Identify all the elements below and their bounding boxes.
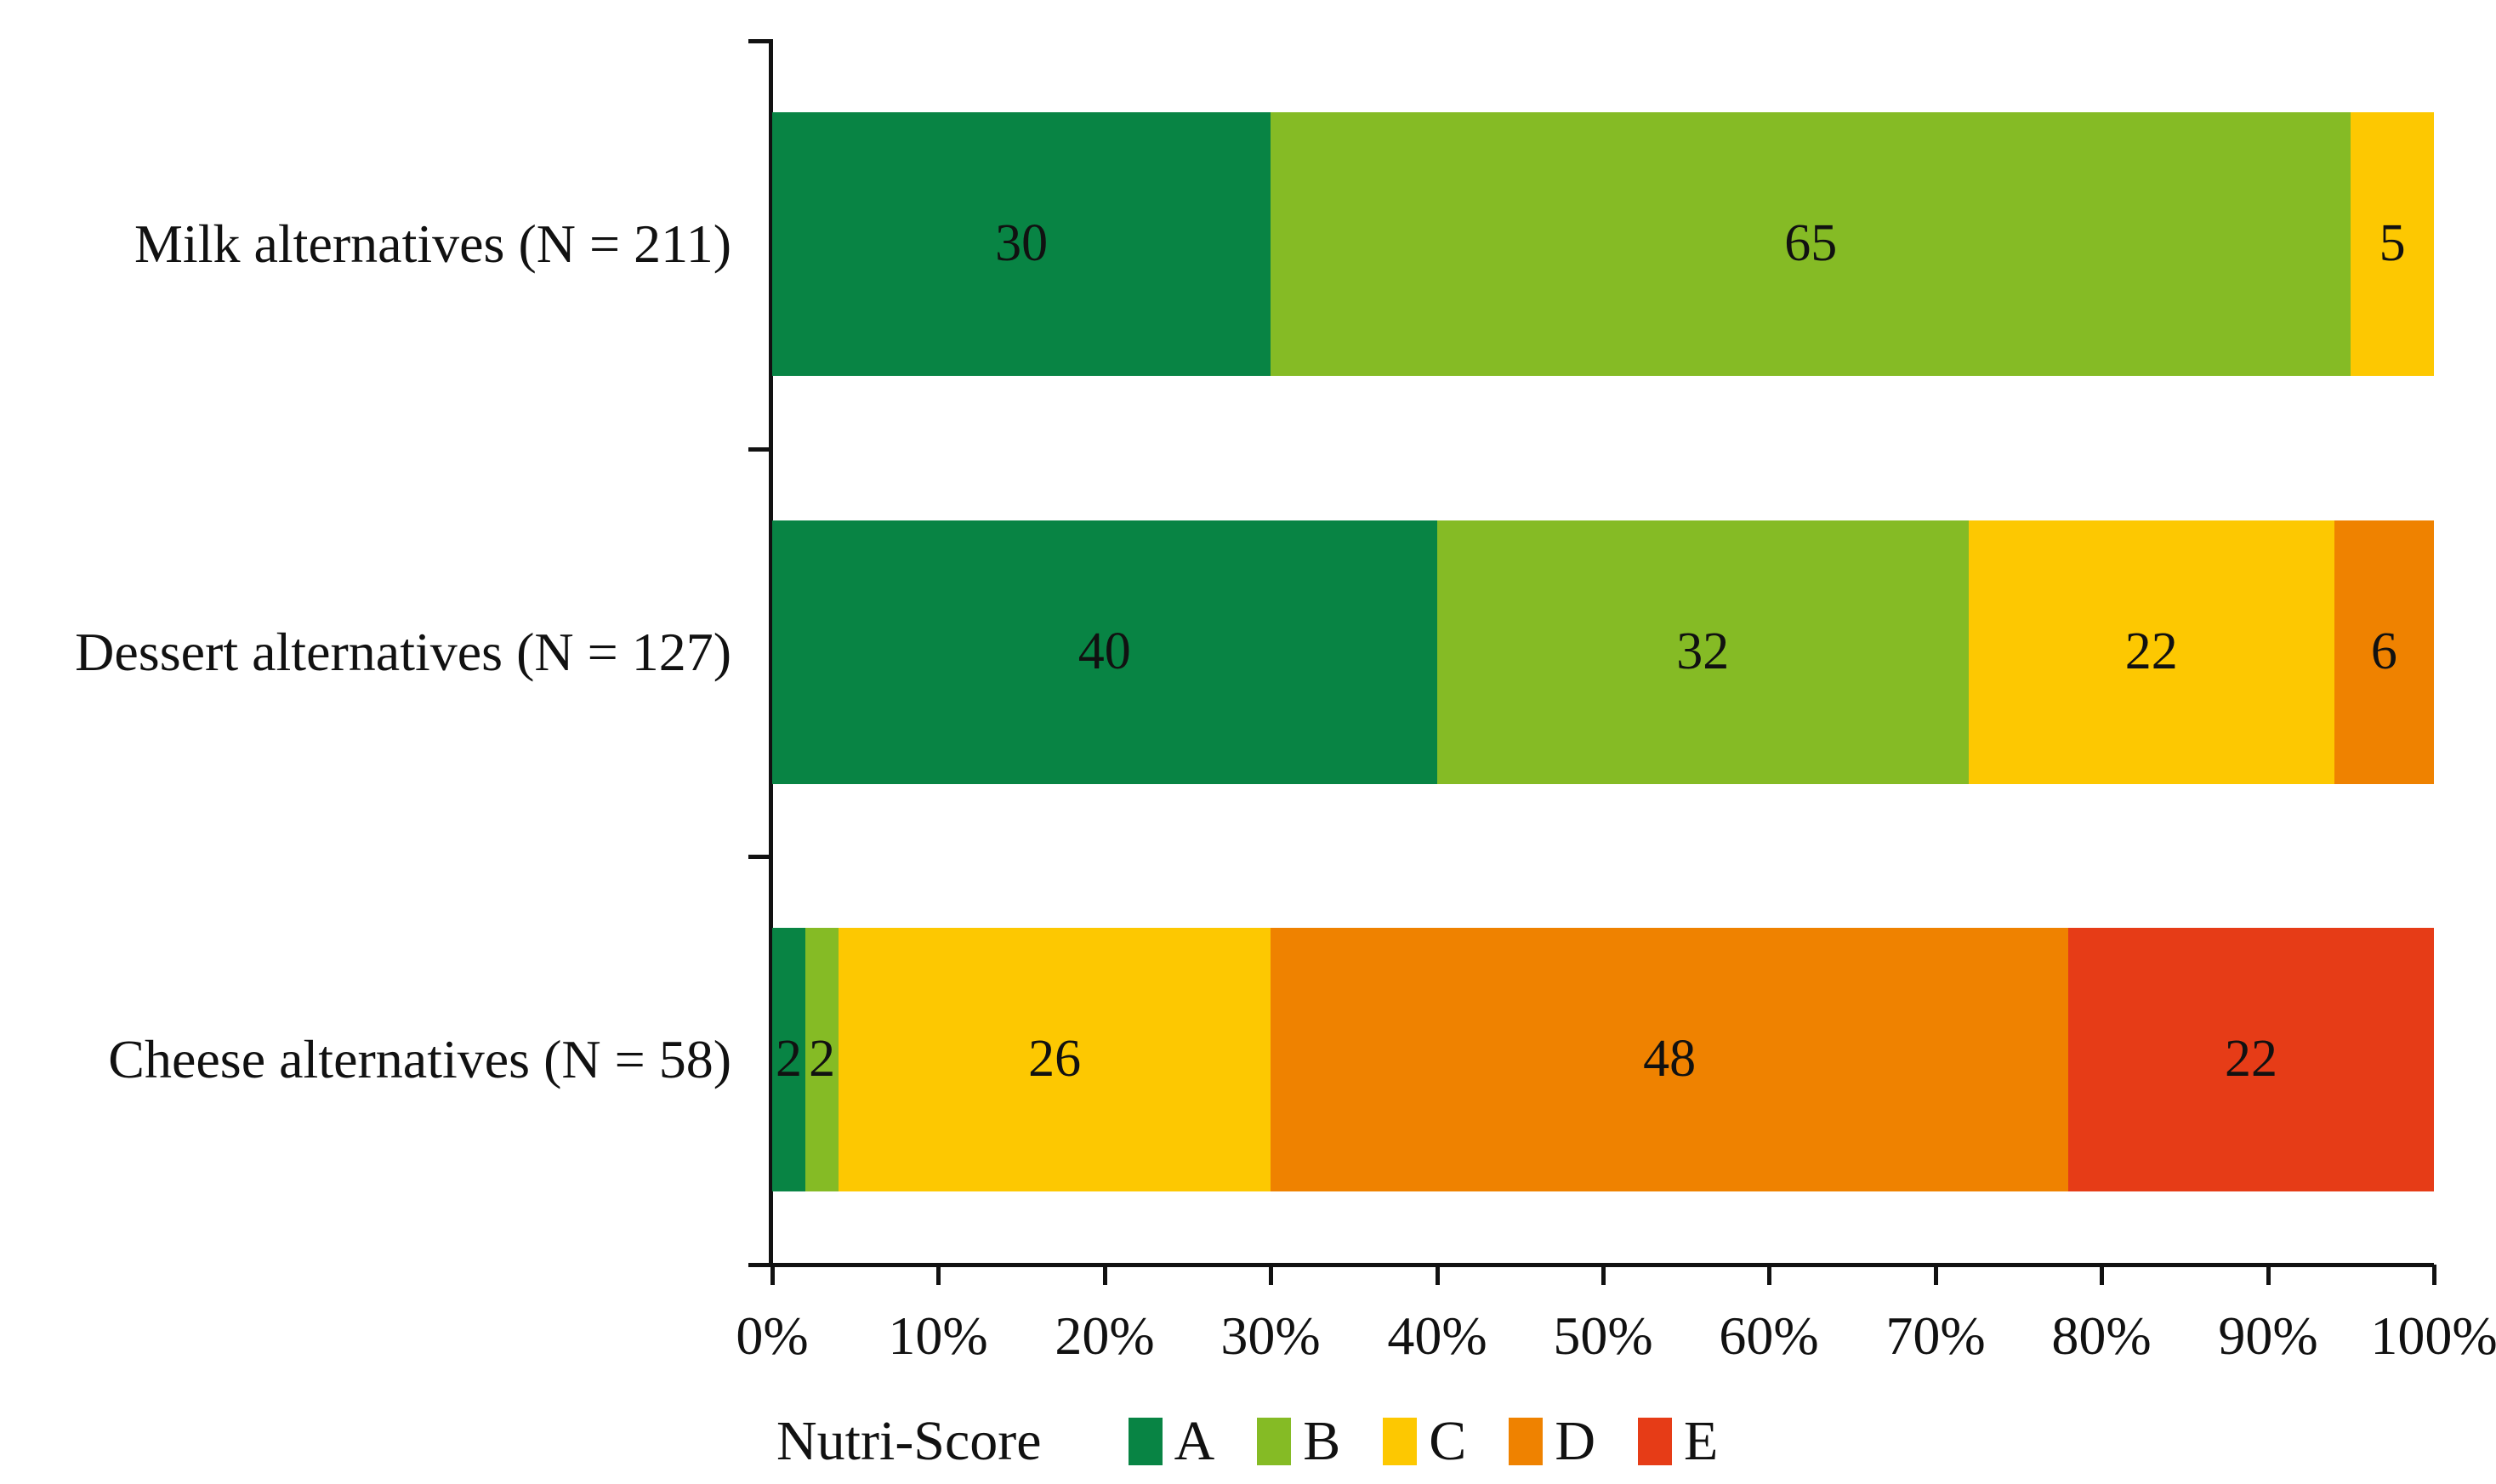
segment-value-label: 22 bbox=[2124, 622, 2178, 680]
x-axis-tick bbox=[1934, 1265, 1938, 1285]
x-axis-tick bbox=[1767, 1265, 1771, 1285]
x-axis-tick bbox=[770, 1265, 775, 1285]
bar-row: 2 2 26 48 22 bbox=[772, 928, 2434, 1191]
legend-item-e: E bbox=[1637, 1410, 1719, 1472]
legend-item-d: D bbox=[1509, 1413, 1595, 1470]
legend-label-b: B bbox=[1303, 1410, 1341, 1472]
bar-segment-b: 65 bbox=[1271, 112, 2351, 376]
legend-swatch-a bbox=[1128, 1418, 1163, 1465]
bar-row: 40 32 22 6 bbox=[772, 520, 2434, 784]
segment-value-label: 5 bbox=[2379, 213, 2406, 272]
x-tick-label: 60% bbox=[1719, 1305, 1819, 1366]
x-axis-tick bbox=[2432, 1265, 2436, 1285]
segment-value-label: 65 bbox=[1784, 213, 1838, 272]
segment-value-label: 2 bbox=[809, 1029, 836, 1088]
legend-swatch-d bbox=[1509, 1418, 1544, 1465]
x-tick-label: 50% bbox=[1553, 1305, 1653, 1366]
bar-segment-b: 2 bbox=[805, 928, 839, 1191]
segment-value-label: 26 bbox=[1028, 1029, 1082, 1088]
x-axis-tick bbox=[2266, 1265, 2271, 1285]
bar-segment-d: 6 bbox=[2334, 520, 2434, 784]
bar-segment-c: 5 bbox=[2351, 112, 2434, 376]
x-axis-tick bbox=[2100, 1265, 2104, 1285]
legend: Nutri-Score A B C D E bbox=[776, 1403, 1760, 1480]
x-tick-label: 90% bbox=[2218, 1305, 2318, 1366]
segment-value-label: 6 bbox=[2370, 622, 2397, 680]
y-axis-tick bbox=[748, 855, 773, 859]
legend-label-d: D bbox=[1555, 1410, 1595, 1472]
x-tick-label: 80% bbox=[2051, 1305, 2152, 1366]
y-axis-line bbox=[769, 39, 773, 1267]
category-label: Milk alternatives (N = 211) bbox=[134, 213, 731, 274]
legend-label-e: E bbox=[1683, 1410, 1719, 1472]
x-tick-label: 100% bbox=[2370, 1305, 2496, 1366]
segment-value-label: 2 bbox=[776, 1029, 803, 1088]
legend-item-b: B bbox=[1257, 1413, 1340, 1470]
legend-swatch-c bbox=[1383, 1418, 1418, 1465]
legend-swatch-b bbox=[1257, 1418, 1292, 1465]
category-label: Cheese alternatives (N = 58) bbox=[108, 1029, 731, 1089]
bar-segment-a: 2 bbox=[772, 928, 806, 1191]
x-axis-tick bbox=[1269, 1265, 1273, 1285]
x-tick-label: 0% bbox=[736, 1305, 809, 1366]
legend-item-a: A bbox=[1128, 1410, 1215, 1472]
segment-value-label: 30 bbox=[995, 213, 1049, 272]
segment-value-label: 22 bbox=[2225, 1029, 2278, 1088]
bar-segment-e: 22 bbox=[2068, 928, 2434, 1191]
x-tick-label: 70% bbox=[1885, 1305, 1986, 1366]
y-axis-tick bbox=[748, 447, 773, 452]
y-axis-tick bbox=[748, 39, 773, 43]
x-axis-tick bbox=[936, 1265, 941, 1285]
bar-segment-a: 30 bbox=[772, 112, 1271, 376]
x-tick-label: 30% bbox=[1220, 1305, 1321, 1366]
x-axis-line bbox=[748, 1263, 2434, 1267]
bar-segment-c: 26 bbox=[839, 928, 1271, 1191]
x-tick-label: 20% bbox=[1055, 1305, 1155, 1366]
legend-title: Nutri-Score bbox=[776, 1410, 1042, 1472]
x-axis-tick bbox=[1601, 1265, 1606, 1285]
segment-value-label: 48 bbox=[1643, 1029, 1697, 1088]
x-tick-label: 10% bbox=[888, 1305, 988, 1366]
x-axis-tick bbox=[1436, 1265, 1440, 1285]
bar-segment-d: 48 bbox=[1271, 928, 2069, 1191]
category-label: Dessert alternatives (N = 127) bbox=[75, 622, 731, 682]
bar-segment-c: 22 bbox=[1968, 520, 2334, 784]
bar-segment-a: 40 bbox=[772, 520, 1437, 784]
legend-item-c: C bbox=[1383, 1413, 1466, 1470]
x-tick-label: 40% bbox=[1387, 1305, 1487, 1366]
segment-value-label: 32 bbox=[1676, 622, 1730, 680]
legend-swatch-e bbox=[1637, 1418, 1672, 1465]
legend-label-a: A bbox=[1174, 1410, 1215, 1472]
bar-row: 30 65 5 bbox=[772, 112, 2434, 376]
x-axis-tick bbox=[1103, 1265, 1107, 1285]
legend-label-c: C bbox=[1429, 1410, 1467, 1472]
segment-value-label: 40 bbox=[1077, 622, 1131, 680]
bar-segment-b: 32 bbox=[1436, 520, 1969, 784]
